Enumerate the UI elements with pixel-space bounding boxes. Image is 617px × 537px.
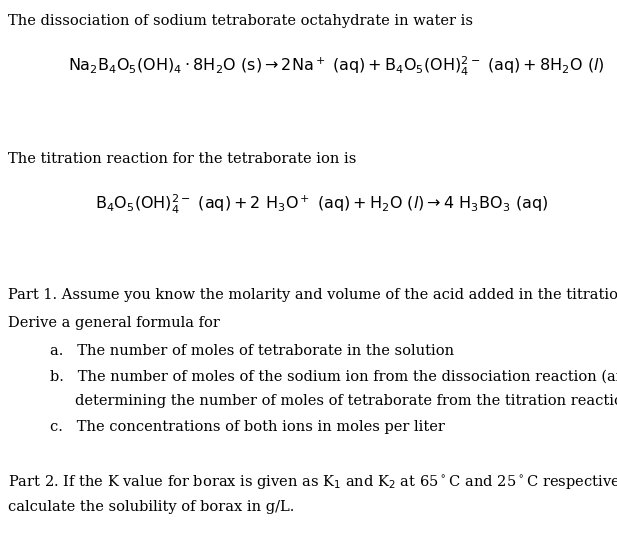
Text: determining the number of moles of tetraborate from the titration reaction): determining the number of moles of tetra… (75, 394, 617, 409)
Text: Part 1. Assume you know the molarity and volume of the acid added in the titrati: Part 1. Assume you know the molarity and… (8, 288, 617, 302)
Text: The dissociation of sodium tetraborate octahydrate in water is: The dissociation of sodium tetraborate o… (8, 14, 473, 28)
Text: $\mathrm{B_4O_5(OH)_4^{2-}\ (aq) + 2\ H_3O^+\ (aq) + H_2O\ (\mathit{l}) \rightar: $\mathrm{B_4O_5(OH)_4^{2-}\ (aq) + 2\ H_… (95, 193, 548, 216)
Text: The titration reaction for the tetraborate ion is: The titration reaction for the tetrabora… (8, 152, 357, 166)
Text: Derive a general formula for: Derive a general formula for (8, 316, 220, 330)
Text: Part 2. If the K value for borax is given as K$_1$ and K$_2$ at 65$^\circ$C and : Part 2. If the K value for borax is give… (8, 474, 617, 492)
Text: a.   The number of moles of tetraborate in the solution: a. The number of moles of tetraborate in… (50, 344, 454, 358)
Text: calculate the solubility of borax in g/L.: calculate the solubility of borax in g/L… (8, 500, 294, 514)
Text: b.   The number of moles of the sodium ion from the dissociation reaction (after: b. The number of moles of the sodium ion… (50, 370, 617, 384)
Text: $\mathrm{Na_2B_4O_5(OH)_4 \cdot 8H_2O\ (s) \rightarrow 2Na^+\ (aq) + B_4O_5(OH)_: $\mathrm{Na_2B_4O_5(OH)_4 \cdot 8H_2O\ (… (68, 55, 605, 78)
Text: c.   The concentrations of both ions in moles per liter: c. The concentrations of both ions in mo… (50, 420, 445, 434)
